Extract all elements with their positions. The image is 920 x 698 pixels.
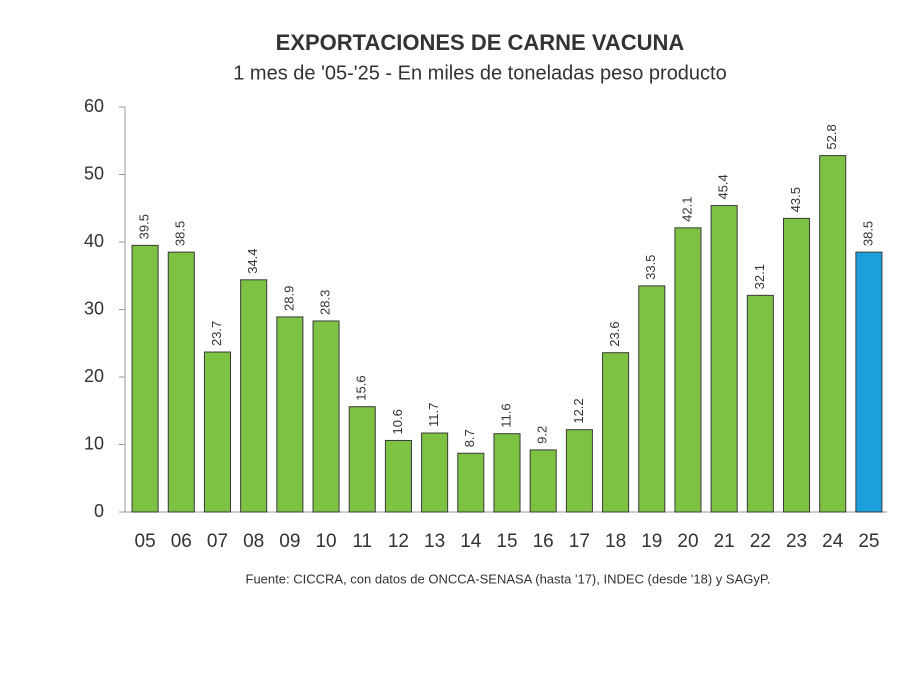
bar — [131, 244, 159, 513]
x-tick-label: 13 — [424, 531, 445, 552]
x-tick-label: 07 — [207, 531, 228, 552]
y-tick-label: 10 — [84, 433, 104, 453]
bar — [421, 432, 449, 513]
data-label: 11.7 — [426, 403, 441, 427]
chart-subtitle: 1 mes de '05-'25 - En miles de toneladas… — [233, 62, 727, 84]
x-tick-label: 11 — [352, 531, 372, 552]
y-tick-label: 50 — [84, 163, 104, 183]
x-tick-label: 10 — [315, 531, 336, 552]
bar — [782, 217, 811, 513]
data-label: 12.2 — [571, 398, 586, 423]
bar — [638, 285, 666, 513]
bar — [746, 294, 774, 513]
x-tick-label: 20 — [677, 531, 698, 552]
x-tick-label: 14 — [460, 531, 482, 552]
bar — [855, 251, 883, 513]
x-tick-label: 09 — [279, 531, 300, 552]
bar — [674, 227, 702, 513]
data-label: 34.4 — [245, 248, 260, 273]
x-tick-label: 15 — [496, 531, 517, 552]
bar — [276, 316, 304, 513]
x-tick-label: 25 — [858, 531, 879, 552]
x-tick-label: 22 — [750, 531, 771, 552]
x-tick-label: 06 — [171, 531, 192, 552]
x-tick-label: 19 — [641, 531, 662, 552]
bar — [348, 406, 376, 513]
y-tick-label: 20 — [84, 366, 104, 386]
bar — [312, 320, 340, 513]
bar — [384, 439, 412, 513]
chart-title: EXPORTACIONES DE CARNE VACUNA — [276, 30, 685, 55]
x-tick-label: 05 — [135, 531, 156, 552]
y-tick-label: 0 — [94, 501, 104, 521]
data-label: 45.4 — [716, 174, 731, 199]
data-label: 15.6 — [354, 375, 369, 400]
bar — [565, 429, 593, 513]
bar — [493, 433, 521, 513]
x-tick-label: 16 — [533, 531, 554, 552]
data-label: 11.6 — [498, 403, 513, 427]
data-label: 42.1 — [679, 197, 694, 222]
data-label: 38.5 — [860, 221, 875, 246]
bar — [710, 205, 738, 513]
data-label: 28.9 — [281, 286, 296, 311]
y-tick-label: 40 — [84, 231, 104, 251]
x-tick-label: 24 — [822, 531, 844, 552]
data-label: 10.6 — [390, 409, 405, 434]
bar — [819, 155, 847, 513]
data-label: 23.6 — [607, 321, 622, 346]
bar — [529, 449, 557, 513]
source-note: Fuente: CICCRA, con datos de ONCCA-SENAS… — [246, 571, 771, 586]
data-label: 9.2 — [535, 426, 550, 444]
data-label: 8.7 — [462, 429, 477, 447]
data-label: 39.5 — [137, 214, 152, 239]
data-label: 33.5 — [643, 255, 658, 280]
data-label: 52.8 — [824, 124, 839, 149]
x-tick-label: 21 — [714, 531, 735, 552]
y-tick-label: 30 — [84, 298, 104, 318]
bar — [203, 351, 232, 513]
y-tick-label: 60 — [84, 96, 104, 116]
x-tick-label: 23 — [786, 531, 807, 552]
data-label: 43.5 — [788, 187, 803, 212]
data-label: 32.1 — [752, 264, 767, 289]
bar — [240, 279, 268, 513]
x-tick-label: 18 — [605, 531, 626, 552]
bar — [602, 352, 630, 513]
data-label: 38.5 — [173, 221, 188, 246]
data-label: 28.3 — [317, 290, 332, 315]
bar — [167, 251, 195, 513]
bar — [457, 452, 485, 513]
data-label: 23.7 — [209, 321, 224, 346]
x-tick-label: 12 — [388, 531, 409, 552]
x-tick-label: 17 — [569, 531, 590, 552]
x-tick-label: 08 — [243, 531, 264, 552]
